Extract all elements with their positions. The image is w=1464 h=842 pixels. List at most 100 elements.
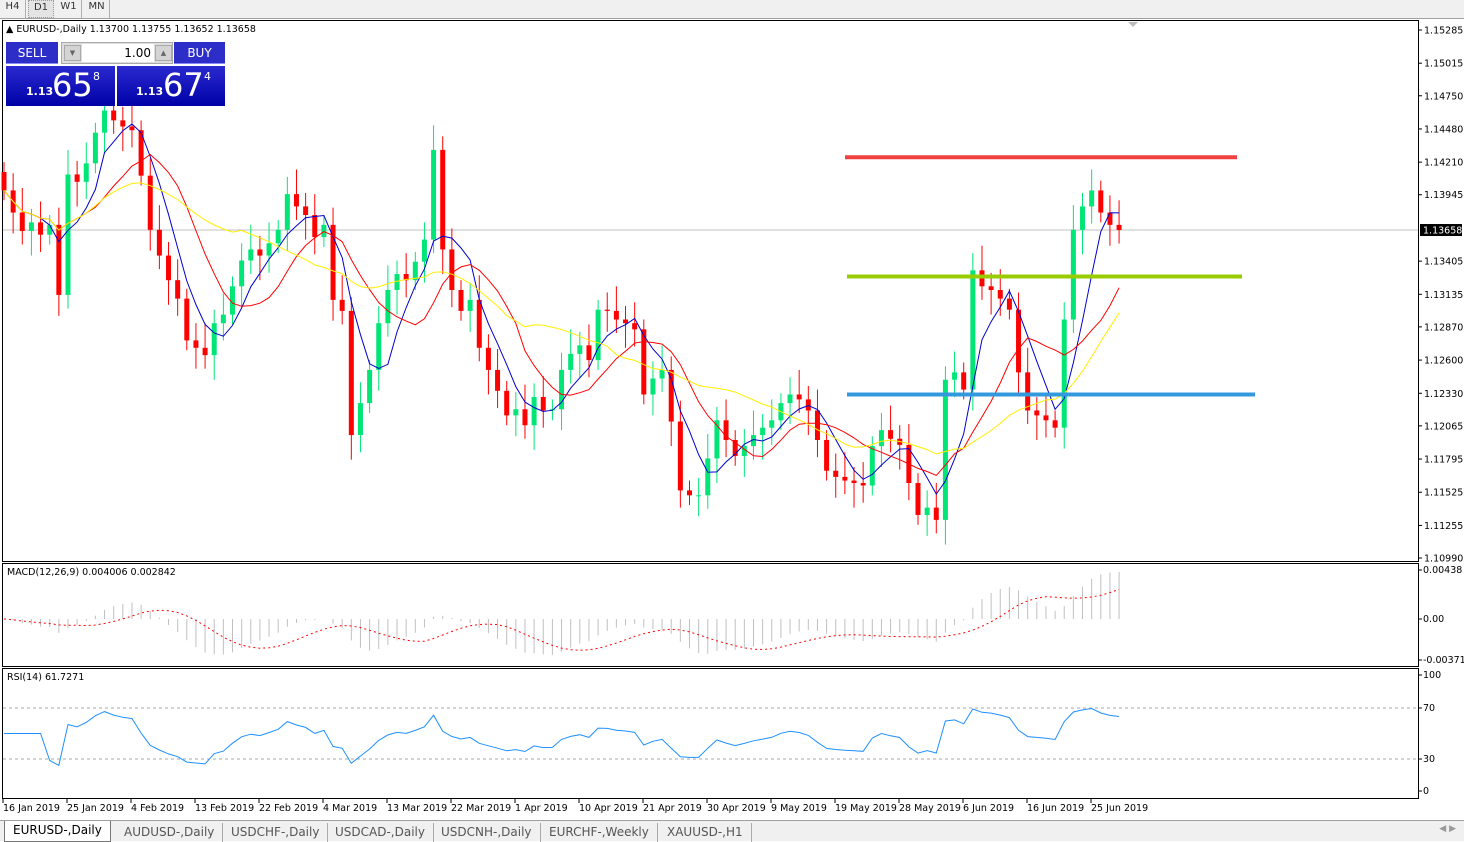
timeframe-mn[interactable]: MN — [84, 0, 110, 18]
lot-size-stepper[interactable]: ▼ 1.00 ▲ — [61, 42, 173, 64]
buy-price-pips: 67 — [163, 66, 204, 104]
candle-bear — [632, 323, 638, 330]
sell-price[interactable]: 1.13 65 8 — [6, 66, 115, 106]
candle-bear — [677, 421, 683, 491]
chart-info: ▲ EURUSD-,Daily 1.13700 1.13755 1.13652 … — [6, 24, 256, 35]
price-tick-label: 1.11255 — [1424, 521, 1463, 532]
symbol-tab-audusd[interactable]: AUDUSD-,Daily — [116, 823, 224, 842]
rsi-tick-label: 30 — [1423, 754, 1435, 765]
candle-bear — [193, 340, 199, 348]
sell-button[interactable]: SELL — [6, 42, 58, 64]
sell-price-fraction: 8 — [93, 70, 100, 83]
candle-bear — [257, 249, 263, 256]
candle-bull — [211, 323, 217, 356]
date-label: 25 Jun 2019 — [1091, 803, 1148, 814]
chart-canvas[interactable]: 1.152851.150151.147501.144801.142101.139… — [0, 0, 1464, 820]
candle-bear — [540, 396, 546, 411]
buy-button[interactable]: BUY — [174, 42, 225, 64]
symbol-tab-usdchf[interactable]: USDCHF-,Daily — [223, 823, 329, 842]
timeframe-w1[interactable]: W1 — [56, 0, 82, 18]
candle-bear — [1006, 298, 1012, 310]
price-tick-label: 1.12330 — [1424, 389, 1463, 400]
date-label: 28 May 2019 — [899, 803, 961, 814]
rsi-line — [4, 707, 1120, 767]
timeframe-h4[interactable]: H4 — [0, 0, 26, 18]
candle-bull — [275, 229, 281, 244]
candle-bear — [485, 347, 491, 370]
timeframe-toolbar: H4 D1 W1 MN — [0, 0, 1464, 19]
decrease-lot-icon[interactable]: ▼ — [64, 45, 81, 61]
candle-bear — [623, 319, 629, 324]
date-label: 16 Jan 2019 — [3, 803, 60, 814]
timeframe-d1[interactable]: D1 — [28, 0, 54, 18]
main-pane — [2, 20, 1419, 562]
symbol-tab-eurusd[interactable]: EURUSD-,Daily — [4, 821, 111, 842]
candle-bear — [458, 290, 464, 311]
candle-bull — [577, 345, 583, 354]
candle-bear — [1025, 372, 1031, 411]
candle-bear — [303, 206, 309, 216]
date-label: 25 Jan 2019 — [67, 803, 124, 814]
candle-bear — [138, 130, 144, 176]
candle-bull — [385, 290, 391, 324]
macd-tick-label: 0.00 — [1423, 614, 1444, 625]
candle-bear — [933, 507, 939, 520]
candle-bear — [293, 194, 299, 207]
candle-bull — [970, 270, 976, 390]
candle-bull — [650, 378, 656, 395]
candle-bear — [988, 286, 994, 291]
candle-bear — [339, 299, 345, 311]
candle-bear — [687, 490, 692, 496]
candle-bear — [668, 369, 674, 422]
candle-bear — [723, 420, 729, 440]
candle-bull — [357, 403, 363, 436]
symbol-tab-xauusd[interactable]: XAUUSD-,H1 — [659, 823, 752, 842]
symbol-tab-eurchf[interactable]: EURCHF-,Weekly — [541, 823, 658, 842]
sell-price-pips: 65 — [52, 66, 93, 104]
symbol-tab-usdcad[interactable]: USDCAD-,Daily — [327, 823, 434, 842]
date-label: 4 Mar 2019 — [323, 803, 377, 814]
candle-bull — [760, 427, 766, 436]
date-label: 16 Jun 2019 — [1027, 803, 1084, 814]
candle-bear — [175, 280, 181, 299]
candle-bear — [613, 310, 619, 320]
price-tick-label: 1.15015 — [1424, 59, 1463, 70]
macd-label: MACD(12,26,9) 0.004006 0.002842 — [7, 567, 176, 578]
lot-size-input[interactable]: 1.00 — [82, 44, 154, 62]
candle-bull — [220, 314, 226, 324]
candle-bull — [230, 286, 235, 315]
candle-bear — [184, 298, 190, 341]
sell-price-prefix: 1.13 — [26, 85, 54, 98]
candle-bear — [56, 224, 62, 295]
price-tick-label: 1.13405 — [1424, 257, 1463, 268]
buy-price[interactable]: 1.13 67 4 — [117, 66, 225, 106]
candle-bull — [284, 194, 290, 230]
candle-bull — [750, 435, 756, 447]
candle-bull — [394, 274, 400, 291]
current-price-tag — [1420, 224, 1462, 237]
rsi-pane — [2, 668, 1419, 799]
price-tick-label: 1.11525 — [1424, 488, 1463, 499]
candle-bear — [129, 126, 135, 131]
macd-signal-line — [3, 588, 1120, 651]
symbol-tab-usdcnh[interactable]: USDCNH-,Daily — [433, 823, 541, 842]
tab-scroll-arrows-icon[interactable]: ◀ ▶ — [1439, 824, 1456, 834]
candle-bull — [431, 149, 437, 240]
candle-bear — [586, 345, 592, 361]
candle-bull — [102, 110, 108, 133]
candle-bull — [92, 132, 98, 164]
candle-bear — [833, 470, 839, 477]
collapse-triangle-icon[interactable]: ▲ — [6, 24, 14, 35]
candle-bear — [814, 410, 820, 440]
candle-bear — [111, 110, 117, 121]
current-price-label: 1.13658 — [1423, 226, 1462, 237]
candle-bear — [915, 483, 921, 515]
candle-bear — [641, 329, 647, 395]
price-tick-label: 1.10990 — [1424, 554, 1463, 565]
candle-bear — [522, 409, 528, 426]
candle-bear — [851, 480, 857, 484]
candle-bull — [924, 507, 930, 515]
increase-lot-icon[interactable]: ▲ — [155, 45, 172, 61]
candle-bear — [74, 174, 80, 182]
candle-bear — [1116, 224, 1122, 231]
